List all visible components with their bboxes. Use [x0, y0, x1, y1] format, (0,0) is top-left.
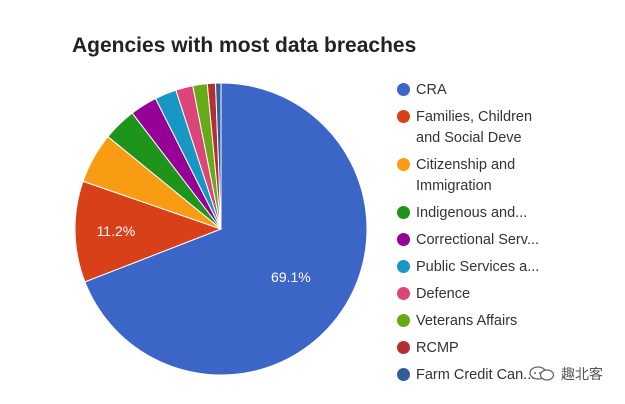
legend-label: Correctional Serv... [416, 232, 540, 248]
legend-swatch [397, 206, 410, 219]
legend-swatch [397, 314, 410, 327]
watermark: 趣北客 [529, 364, 603, 384]
slice-label-2: 11.2% [97, 223, 136, 239]
legend: CRA Families, Children and Social Deve Cit… [397, 80, 622, 392]
legend-item-2: Families, Children and Social Deve [397, 107, 622, 149]
slice-label-1: 69.1% [271, 269, 311, 285]
legend-label: CRA [416, 82, 447, 98]
legend-label: Veterans Affairs [416, 313, 518, 329]
chart-title: Agencies with most data breaches [72, 34, 417, 57]
pie-slice-2 [74, 180, 223, 283]
legend-item-6: Public Services a... [397, 257, 622, 278]
legend-label: Families, Children and Social Deve [416, 109, 533, 146]
legend-swatch [397, 158, 410, 171]
legend-item-8: Veterans Affairs [397, 311, 622, 332]
pie-slice-10 [214, 82, 222, 230]
legend-item-4: Indigenous and... [397, 203, 622, 224]
pie-slice-1 [84, 82, 368, 376]
legend-label: Citizenship and Immigration [416, 157, 516, 194]
legend-label: Defence [416, 286, 471, 302]
legend-label: Public Services a... [416, 259, 540, 275]
legend-item-5: Correctional Serv... [397, 230, 622, 251]
legend-swatch [397, 341, 410, 354]
legend-label: RCMP [416, 340, 459, 356]
legend-swatch [397, 260, 410, 273]
chat-bubbles-icon [529, 366, 555, 381]
legend-item-9: RCMP [397, 338, 622, 359]
watermark-text: 趣北客 [561, 366, 603, 382]
legend-swatch [397, 110, 410, 123]
legend-item-10: Farm Credit Can... [397, 365, 622, 386]
legend-label: Indigenous and... [416, 205, 528, 221]
legend-item-1: CRA [397, 80, 622, 101]
legend-swatch [397, 368, 410, 381]
legend-swatch [397, 83, 410, 96]
legend-swatch [397, 233, 410, 246]
legend-label: Farm Credit Can... [416, 367, 536, 383]
legend-swatch [397, 287, 410, 300]
legend-item-3: Citizenship and Immigration [397, 155, 622, 197]
legend-item-7: Defence [397, 284, 622, 305]
pie-chart: 69.1% 11.2% [74, 82, 368, 376]
